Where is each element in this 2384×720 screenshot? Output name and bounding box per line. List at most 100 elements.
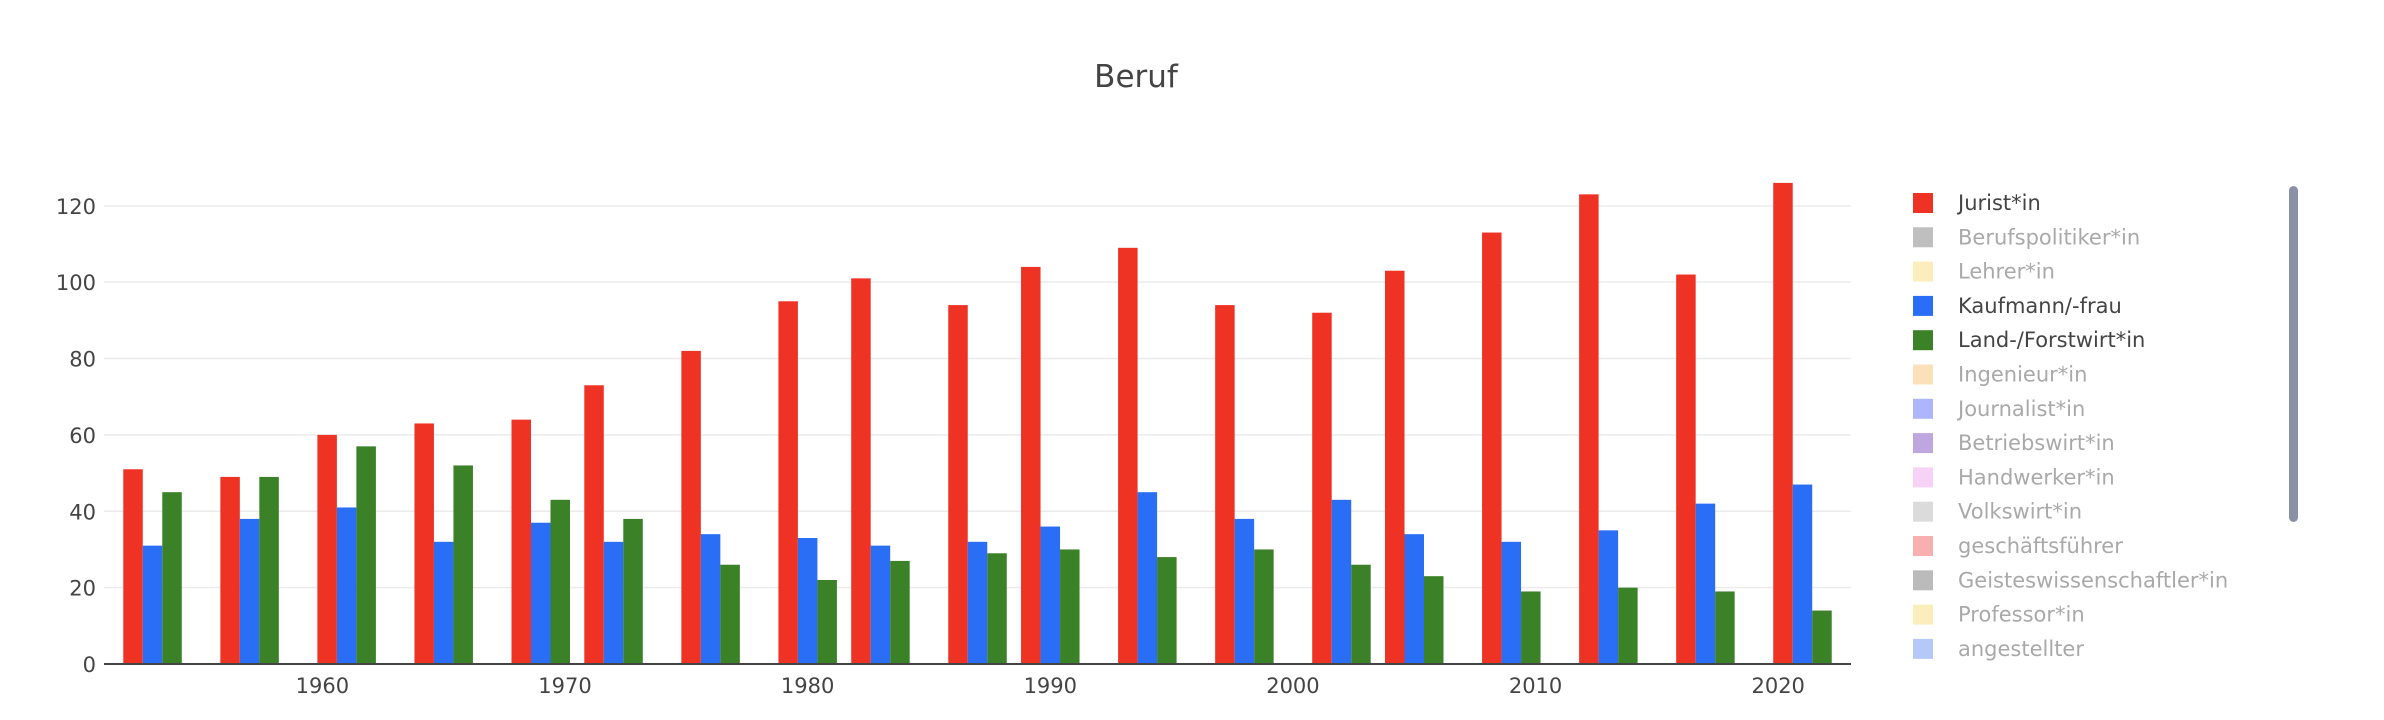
legend-item[interactable]: Land-/Forstwirt*in [1913, 328, 2145, 352]
bar-jurist-in-1965[interactable] [414, 423, 434, 664]
legend-label: Journalist*in [1956, 397, 2085, 421]
bar-land-forstwirt-in-1987[interactable] [987, 553, 1007, 664]
legend-item[interactable]: Betriebswirt*in [1913, 431, 2115, 455]
bar-land-forstwirt-in-1957[interactable] [259, 476, 279, 664]
bar-kaufmann-frau-1965[interactable] [433, 541, 454, 664]
x-tick-label: 1960 [296, 674, 349, 698]
legend-item[interactable]: Lehrer*in [1913, 260, 2055, 284]
legend-swatch [1913, 227, 1933, 248]
bar-kaufmann-frau-2002[interactable] [1331, 499, 1352, 664]
x-tick-label: 2000 [1266, 674, 1319, 698]
bar-land-forstwirt-in-1976[interactable] [720, 564, 740, 664]
legend-label: geschäftsführer [1958, 534, 2123, 558]
legend-item[interactable]: Volkswirt*in [1913, 500, 2082, 524]
legend-item[interactable]: Handwerker*in [1913, 465, 2115, 489]
bar-land-forstwirt-in-1969[interactable] [550, 499, 571, 664]
legend-label: angestellter [1958, 637, 2084, 661]
bar-jurist-in-1953[interactable] [123, 469, 143, 664]
bar-jurist-in-1994[interactable] [1118, 247, 1138, 664]
x-tick-label: 1980 [781, 674, 834, 698]
bar-kaufmann-frau-1980[interactable] [797, 538, 818, 664]
legend-label: Professor*in [1958, 603, 2085, 627]
bar-land-forstwirt-in-2017[interactable] [1715, 591, 1735, 664]
bar-kaufmann-frau-1990[interactable] [1040, 526, 1061, 664]
bar-kaufmann-frau-1957[interactable] [239, 518, 260, 664]
legend-item[interactable]: Jurist*in [1913, 191, 2041, 215]
bar-kaufmann-frau-1983[interactable] [870, 545, 891, 664]
legend-label: Berufspolitiker*in [1958, 225, 2140, 249]
bar-land-forstwirt-in-1983[interactable] [890, 560, 910, 664]
legend-label: Land-/Forstwirt*in [1958, 328, 2145, 352]
y-tick-label: 20 [69, 577, 96, 601]
bar-kaufmann-frau-1969[interactable] [531, 522, 551, 664]
y-tick-label: 0 [83, 653, 96, 677]
legend-item[interactable]: Kaufmann/-frau [1913, 294, 2122, 318]
legend-item[interactable]: geschäftsführer [1913, 534, 2123, 558]
legend-item[interactable]: Berufspolitiker*in [1913, 225, 2140, 249]
bar-jurist-in-1976[interactable] [681, 350, 701, 664]
bar-jurist-in-1972[interactable] [584, 385, 604, 664]
bar-jurist-in-1957[interactable] [220, 476, 240, 664]
bar-kaufmann-frau-2017[interactable] [1695, 503, 1716, 664]
bar-land-forstwirt-in-1994[interactable] [1157, 557, 1177, 664]
legend-scrollbar[interactable] [2289, 186, 2298, 522]
bar-land-forstwirt-in-2005[interactable] [1424, 576, 1444, 664]
bar-kaufmann-frau-1953[interactable] [142, 545, 163, 664]
bar-land-forstwirt-in-2002[interactable] [1351, 564, 1371, 664]
bar-land-forstwirt-in-1990[interactable] [1060, 549, 1080, 664]
legend-item[interactable]: angestellter [1913, 637, 2084, 661]
bar-kaufmann-frau-1998[interactable] [1234, 518, 1255, 664]
bars [123, 182, 1832, 664]
bar-jurist-in-2005[interactable] [1385, 270, 1405, 664]
bar-kaufmann-frau-2021[interactable] [1792, 484, 1813, 664]
bar-kaufmann-frau-2005[interactable] [1404, 534, 1425, 664]
legend-item[interactable]: Geisteswissenschaftler*in [1913, 568, 2228, 592]
legend-item[interactable]: Ingenieur*in [1913, 363, 2087, 387]
bar-land-forstwirt-in-1961[interactable] [356, 446, 376, 664]
bar-land-forstwirt-in-1980[interactable] [817, 580, 837, 664]
bar-jurist-in-1961[interactable] [317, 434, 337, 664]
bar-kaufmann-frau-1987[interactable] [967, 541, 988, 664]
bar-jurist-in-2017[interactable] [1676, 274, 1696, 664]
bar-jurist-in-1998[interactable] [1215, 305, 1235, 664]
bar-land-forstwirt-in-1965[interactable] [453, 465, 473, 664]
bar-land-forstwirt-in-1998[interactable] [1254, 549, 1274, 664]
bar-land-forstwirt-in-2013[interactable] [1618, 587, 1638, 664]
bar-jurist-in-2021[interactable] [1773, 182, 1793, 664]
bar-land-forstwirt-in-1953[interactable] [162, 492, 182, 664]
legend-label: Lehrer*in [1958, 260, 2055, 284]
bar-jurist-in-1987[interactable] [948, 305, 968, 664]
bar-jurist-in-1969[interactable] [511, 419, 532, 664]
bar-kaufmann-frau-2013[interactable] [1598, 530, 1619, 664]
bar-land-forstwirt-in-2021[interactable] [1812, 610, 1832, 664]
bar-jurist-in-2002[interactable] [1312, 312, 1332, 664]
bar-land-forstwirt-in-2009[interactable] [1521, 591, 1541, 664]
legend-swatch [1913, 536, 1933, 556]
legend-label: Handwerker*in [1958, 465, 2115, 489]
x-tick-label: 1970 [538, 674, 591, 698]
bar-kaufmann-frau-1976[interactable] [700, 534, 721, 664]
y-tick-label: 120 [56, 195, 96, 219]
legend[interactable]: Jurist*in Berufspolitiker*in Lehrer*in Kauf… [1913, 191, 2228, 661]
legend-swatch [1913, 364, 1933, 385]
bar-jurist-in-1990[interactable] [1021, 266, 1041, 664]
bar-kaufmann-frau-1972[interactable] [603, 541, 624, 664]
bar-jurist-in-2013[interactable] [1579, 194, 1599, 664]
legend-swatch [1913, 501, 1933, 522]
legend-label: Jurist*in [1956, 191, 2041, 215]
bar-jurist-in-1980[interactable] [778, 301, 798, 664]
legend-item[interactable]: Professor*in [1913, 603, 2085, 627]
legend-label: Volkswirt*in [1958, 500, 2082, 524]
bar-kaufmann-frau-1961[interactable] [336, 507, 357, 664]
bar-jurist-in-2009[interactable] [1482, 232, 1502, 664]
bar-kaufmann-frau-1994[interactable] [1137, 492, 1158, 664]
legend-item[interactable]: Journalist*in [1913, 397, 2085, 421]
bar-land-forstwirt-in-1972[interactable] [623, 518, 643, 664]
bar-kaufmann-frau-2009[interactable] [1501, 541, 1522, 664]
x-axis-ticks: 1960 1970 1980 1990 2000 2010 2020 [296, 674, 1805, 698]
legend-swatch [1913, 330, 1933, 351]
legend-swatch [1913, 638, 1933, 659]
bar-jurist-in-1983[interactable] [851, 278, 871, 664]
legend-label: Ingenieur*in [1958, 363, 2087, 387]
